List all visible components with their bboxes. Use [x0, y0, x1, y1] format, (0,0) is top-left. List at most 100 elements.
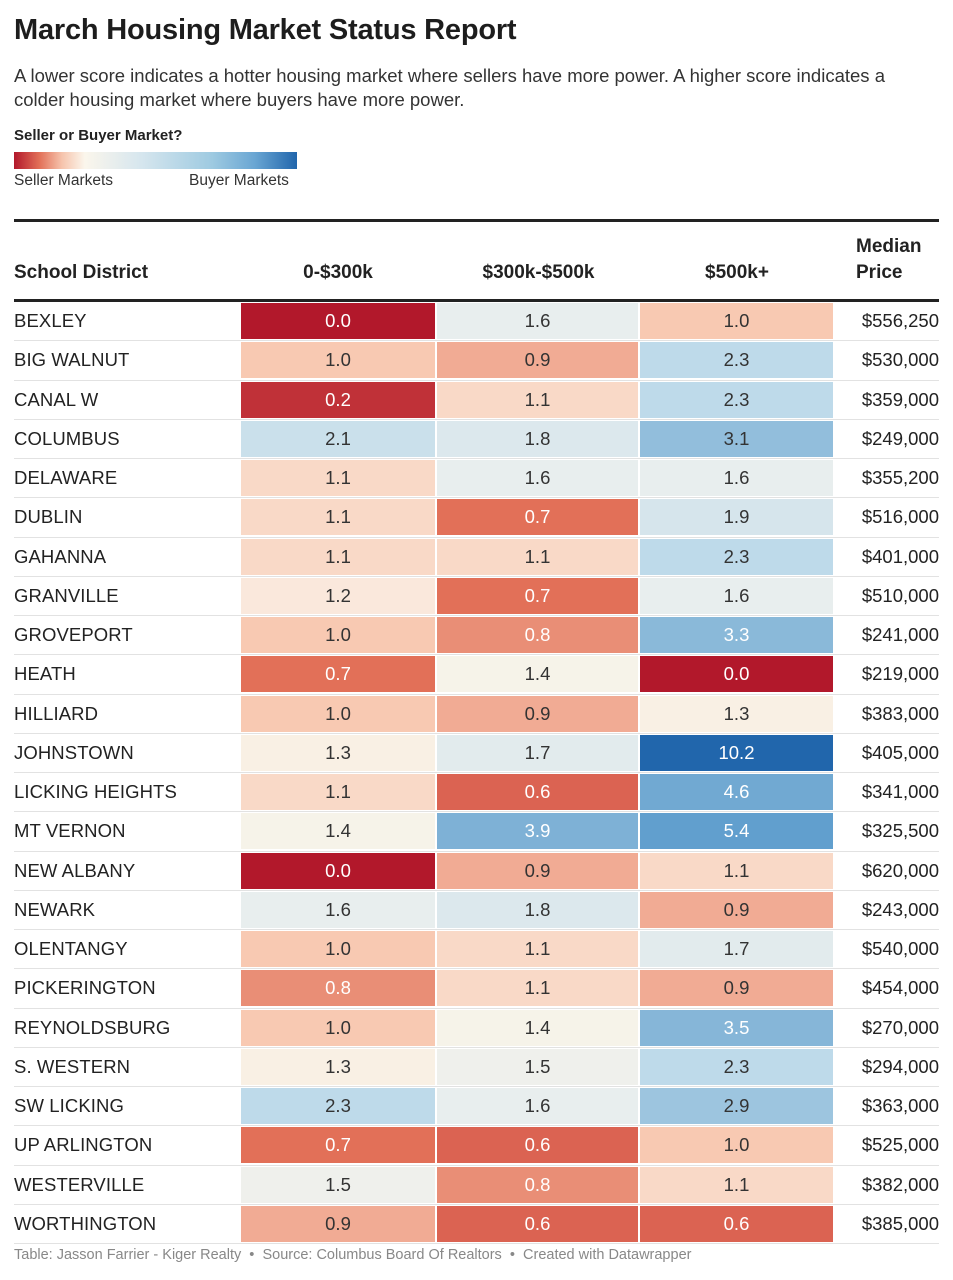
- cell-school-district: NEW ALBANY: [14, 859, 136, 881]
- cell-median-price: $341,000: [861, 781, 939, 802]
- footer-byline: Table: Jasson Farrier - Kiger Realty: [14, 1247, 242, 1263]
- table-row: WESTERVILLE 1.5 0.8 1.1 $382,000: [14, 1166, 939, 1205]
- cell-500k-plus: 2.9: [640, 1088, 833, 1124]
- cell-300k-500k: 1.6: [437, 460, 638, 496]
- cell-median-price: $219,000: [861, 663, 939, 685]
- cell-median-price: $249,000: [861, 427, 939, 449]
- cell-300k-500k: 1.7: [437, 734, 638, 771]
- table-row: NEW ALBANY 0.0 0.9 1.1 $620,000: [14, 852, 939, 891]
- cell-500k-plus: 0.6: [640, 1205, 833, 1242]
- cell-median-price: $556,250: [861, 310, 939, 331]
- cell-school-district: NEWARK: [14, 898, 96, 920]
- table-row: OLENTANGY 1.0 1.1 1.7 $540,000: [14, 930, 939, 970]
- header-median-price[interactable]: Median Price: [856, 234, 939, 286]
- cell-school-district: BEXLEY: [14, 310, 87, 331]
- cell-school-district: WORTHINGTON: [14, 1212, 157, 1234]
- cell-median-price: $525,000: [861, 1134, 939, 1156]
- page-title: March Housing Market Status Report: [14, 14, 517, 46]
- cell-0-300k: 1.0: [241, 617, 435, 653]
- cell-300k-500k: 1.1: [437, 931, 638, 967]
- cell-500k-plus: 2.3: [640, 342, 833, 379]
- cell-500k-plus: 3.5: [640, 1009, 833, 1046]
- cell-500k-plus: 2.3: [640, 1048, 833, 1085]
- cell-school-district: HEATH: [14, 663, 76, 685]
- footer-separator: •: [241, 1247, 263, 1263]
- header-school-district[interactable]: School District: [14, 262, 149, 283]
- cell-school-district: UP ARLINGTON: [14, 1134, 153, 1156]
- cell-300k-500k: 0.6: [437, 1127, 638, 1164]
- header-300k-500k[interactable]: $300k-$500k: [482, 262, 595, 283]
- table-row: DELAWARE 1.1 1.6 1.6 $355,200: [14, 459, 939, 499]
- cell-300k-500k: 0.6: [437, 1205, 638, 1242]
- cell-300k-500k: 1.8: [437, 891, 638, 928]
- table-row: HEATH 0.7 1.4 0.0 $219,000: [14, 655, 939, 695]
- cell-0-300k: 1.0: [241, 1009, 435, 1046]
- cell-300k-500k: 1.6: [437, 1088, 638, 1124]
- cell-school-district: MT VERNON: [14, 820, 126, 842]
- cell-median-price: $294,000: [861, 1055, 939, 1077]
- legend-left-label: Seller Markets: [14, 172, 114, 189]
- cell-0-300k: 1.6: [241, 891, 435, 928]
- table-row: BIG WALNUT 1.0 0.9 2.3 $530,000: [14, 341, 939, 381]
- cell-300k-500k: 1.1: [437, 538, 638, 575]
- cell-0-300k: 1.4: [241, 813, 435, 850]
- cell-0-300k: 2.3: [241, 1088, 435, 1124]
- cell-0-300k: 1.1: [241, 460, 435, 496]
- footer-credit: Created with Datawrapper: [523, 1247, 692, 1263]
- cell-0-300k: 1.1: [241, 538, 435, 575]
- cell-school-district: GAHANNA: [14, 545, 107, 567]
- header-0-300k[interactable]: 0-$300k: [303, 262, 373, 283]
- cell-median-price: $510,000: [861, 584, 939, 606]
- cell-school-district: HILLIARD: [14, 702, 99, 724]
- cell-500k-plus: 1.1: [640, 852, 833, 889]
- cell-0-300k: 1.5: [241, 1166, 435, 1203]
- cell-school-district: REYNOLDSBURG: [14, 1016, 171, 1038]
- cell-median-price: $401,000: [861, 545, 939, 567]
- table-row: REYNOLDSBURG 1.0 1.4 3.5 $270,000: [14, 1009, 939, 1048]
- cell-median-price: $363,000: [861, 1095, 939, 1116]
- cell-median-price: $243,000: [861, 898, 939, 920]
- cell-median-price: $516,000: [861, 506, 939, 528]
- table-body: BEXLEY 0.0 1.6 1.0 $556,250 BIG WALNUT 1.0 0.9 2…: [14, 302, 939, 1244]
- cell-0-300k: 1.0: [241, 695, 435, 732]
- table-row: CANAL W 0.2 1.1 2.3 $359,000: [14, 381, 939, 420]
- cell-0-300k: 1.2: [241, 577, 435, 614]
- table-row: S. WESTERN 1.3 1.5 2.3 $294,000: [14, 1048, 939, 1087]
- cell-school-district: PICKERINGTON: [14, 977, 156, 999]
- cell-300k-500k: 0.8: [437, 617, 638, 653]
- table-row: LICKING HEIGHTS 1.1 0.6 4.6 $341,000: [14, 773, 939, 813]
- cell-0-300k: 1.0: [241, 342, 435, 379]
- cell-school-district: DELAWARE: [14, 467, 118, 488]
- cell-school-district: S. WESTERN: [14, 1055, 131, 1077]
- cell-school-district: WESTERVILLE: [14, 1173, 145, 1195]
- cell-500k-plus: 1.9: [640, 499, 833, 536]
- footer-separator: •: [501, 1247, 524, 1263]
- cell-500k-plus: 1.0: [640, 1127, 833, 1164]
- header-median-line1: Median: [856, 236, 922, 257]
- cell-500k-plus: 2.3: [640, 538, 833, 575]
- page-subtitle: A lower score indicates a hotter housing…: [14, 65, 885, 110]
- cell-median-price: $382,000: [861, 1173, 939, 1195]
- cell-0-300k: 0.7: [241, 656, 435, 693]
- header-500k-plus[interactable]: $500k+: [705, 262, 769, 283]
- cell-school-district: BIG WALNUT: [14, 349, 130, 371]
- cell-300k-500k: 1.5: [437, 1048, 638, 1085]
- cell-500k-plus: 3.1: [640, 420, 833, 457]
- table-row: HILLIARD 1.0 0.9 1.3 $383,000: [14, 695, 939, 734]
- cell-school-district: GROVEPORT: [14, 624, 133, 645]
- table-header: School District 0-$300k $300k-$500k $500…: [14, 222, 939, 302]
- cell-500k-plus: 1.1: [640, 1166, 833, 1203]
- cell-median-price: $530,000: [861, 349, 939, 371]
- table-row: GAHANNA 1.1 1.1 2.3 $401,000: [14, 538, 939, 577]
- table-row: GRANVILLE 1.2 0.7 1.6 $510,000: [14, 577, 939, 616]
- cell-school-district: COLUMBUS: [14, 427, 120, 449]
- cell-300k-500k: 0.7: [437, 577, 638, 614]
- table-row: COLUMBUS 2.1 1.8 3.1 $249,000: [14, 420, 939, 459]
- cell-500k-plus: 1.0: [640, 303, 833, 339]
- cell-500k-plus: 5.4: [640, 813, 833, 850]
- table-row: BEXLEY 0.0 1.6 1.0 $556,250: [14, 302, 939, 342]
- cell-300k-500k: 1.1: [437, 970, 638, 1007]
- cell-300k-500k: 1.4: [437, 656, 638, 693]
- cell-median-price: $270,000: [861, 1016, 939, 1038]
- table-row: PICKERINGTON 0.8 1.1 0.9 $454,000: [14, 969, 939, 1009]
